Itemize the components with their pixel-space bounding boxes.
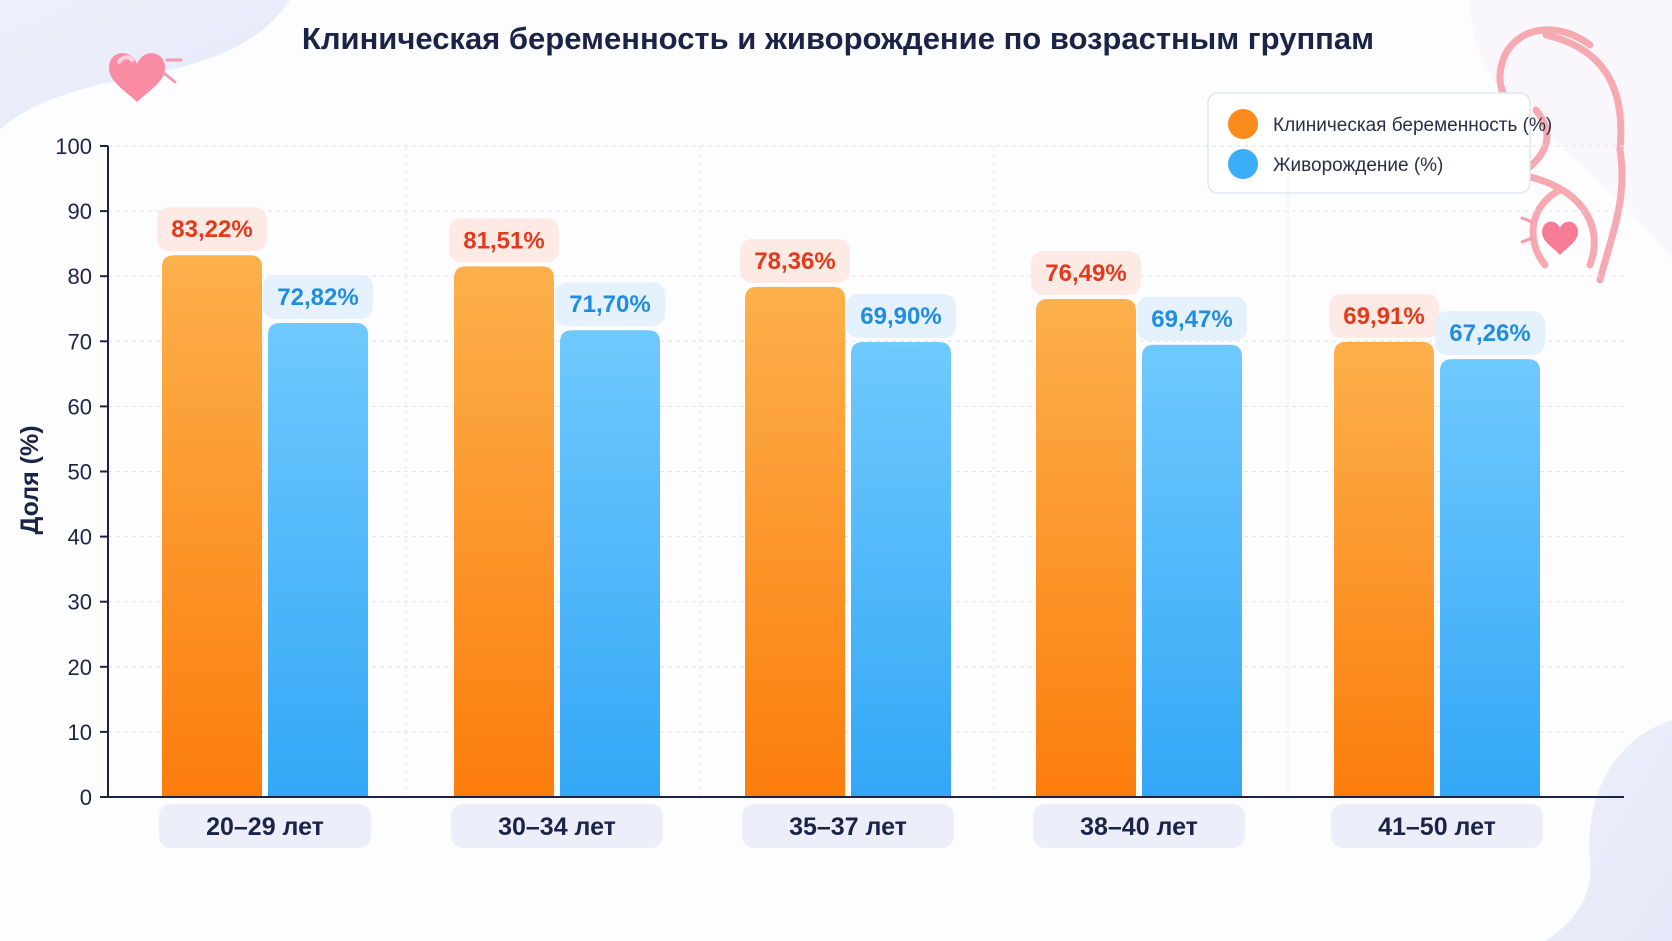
x-category-label-4: 41–50 лет bbox=[1378, 813, 1496, 841]
x-category-label-1: 30–34 лет bbox=[498, 813, 616, 841]
data-label-bg-1-2 bbox=[846, 293, 956, 338]
x-category-bg-2 bbox=[742, 804, 954, 848]
legend-swatch-live-birth bbox=[1228, 149, 1258, 179]
legend: Клиническая беременность (%) Живорождени… bbox=[1207, 92, 1552, 194]
legend-swatch-clinical-pregnancy bbox=[1228, 109, 1258, 139]
y-tick-label-30: 30 bbox=[68, 590, 92, 615]
data-label-clinical-pregnancy-2: 78,36% bbox=[754, 248, 835, 275]
x-category-bg-0 bbox=[159, 804, 371, 848]
axes bbox=[107, 146, 1624, 798]
data-labels: 83,22% 72,82% 81,51% 71,70% 78,36% 69,90% 76,4… bbox=[157, 207, 1545, 356]
y-tick-label-20: 20 bbox=[68, 655, 92, 680]
chart-title: Клиническая беременность и живорождение … bbox=[302, 21, 1374, 56]
bar-clinical-pregnancy-0 bbox=[162, 255, 262, 797]
data-label-bg-1-3 bbox=[1137, 296, 1247, 341]
y-tick-label-10: 10 bbox=[68, 720, 92, 745]
data-label-bg-0-1 bbox=[449, 218, 559, 263]
heart-icon bbox=[109, 53, 183, 102]
bar-live-birth-4 bbox=[1440, 359, 1540, 797]
data-label-clinical-pregnancy-3: 76,49% bbox=[1045, 260, 1126, 287]
bar-live-birth-1 bbox=[560, 330, 660, 797]
data-label-bg-0-0 bbox=[157, 207, 267, 252]
small-heart-icon bbox=[1520, 216, 1578, 255]
y-tick-label-50: 50 bbox=[68, 460, 92, 485]
x-category-bg-4 bbox=[1331, 804, 1543, 848]
bar-live-birth-0 bbox=[268, 322, 368, 797]
y-axis-label: Доля (%) bbox=[16, 425, 44, 534]
legend-label-live-birth: Живорождение (%) bbox=[1273, 155, 1443, 176]
data-label-bg-0-2 bbox=[740, 238, 850, 283]
data-label-bg-1-4 bbox=[1435, 311, 1545, 356]
bar-clinical-pregnancy-1 bbox=[454, 266, 554, 798]
x-category-bg-1 bbox=[451, 804, 663, 848]
bar-live-birth-2 bbox=[851, 341, 951, 797]
y-tick-label-100: 100 bbox=[55, 134, 92, 159]
data-label-bg-1-1 bbox=[555, 282, 665, 327]
x-axis-categories: 20–29 лет 30–34 лет 35–37 лет 38–40 лет 41–5… bbox=[159, 804, 1543, 848]
data-label-bg-0-3 bbox=[1031, 251, 1141, 296]
y-tick-label-70: 70 bbox=[68, 329, 92, 354]
bar-clinical-pregnancy-4 bbox=[1334, 341, 1434, 797]
data-label-live-birth-4: 67,26% bbox=[1449, 320, 1530, 347]
bar-live-birth-3 bbox=[1142, 344, 1242, 797]
data-label-bg-0-4 bbox=[1329, 293, 1439, 338]
x-category-label-2: 35–37 лет bbox=[789, 813, 907, 841]
data-label-live-birth-0: 72,82% bbox=[277, 284, 358, 311]
data-label-live-birth-1: 71,70% bbox=[569, 291, 650, 318]
x-category-bg-3 bbox=[1033, 804, 1245, 848]
data-label-live-birth-3: 69,47% bbox=[1151, 306, 1232, 333]
data-label-clinical-pregnancy-4: 69,91% bbox=[1343, 303, 1424, 330]
y-axis-ticks: 0 10 20 30 40 50 60 70 80 90 100 bbox=[55, 134, 108, 810]
data-label-live-birth-2: 69,90% bbox=[860, 303, 941, 330]
bar-clinical-pregnancy-2 bbox=[745, 286, 845, 797]
data-label-clinical-pregnancy-1: 81,51% bbox=[463, 227, 544, 254]
bars bbox=[162, 255, 1540, 798]
legend-label-clinical-pregnancy: Клиническая беременность (%) bbox=[1273, 115, 1552, 136]
y-tick-label-60: 60 bbox=[68, 394, 92, 419]
y-tick-label-80: 80 bbox=[68, 264, 92, 289]
data-label-bg-1-0 bbox=[263, 274, 373, 319]
bar-clinical-pregnancy-3 bbox=[1036, 299, 1136, 797]
y-tick-label-0: 0 bbox=[80, 785, 92, 810]
x-category-label-0: 20–29 лет bbox=[206, 813, 324, 841]
y-tick-label-90: 90 bbox=[68, 199, 92, 224]
data-label-clinical-pregnancy-0: 83,22% bbox=[171, 216, 252, 243]
y-tick-label-40: 40 bbox=[68, 525, 92, 550]
x-category-label-3: 38–40 лет bbox=[1080, 813, 1198, 841]
